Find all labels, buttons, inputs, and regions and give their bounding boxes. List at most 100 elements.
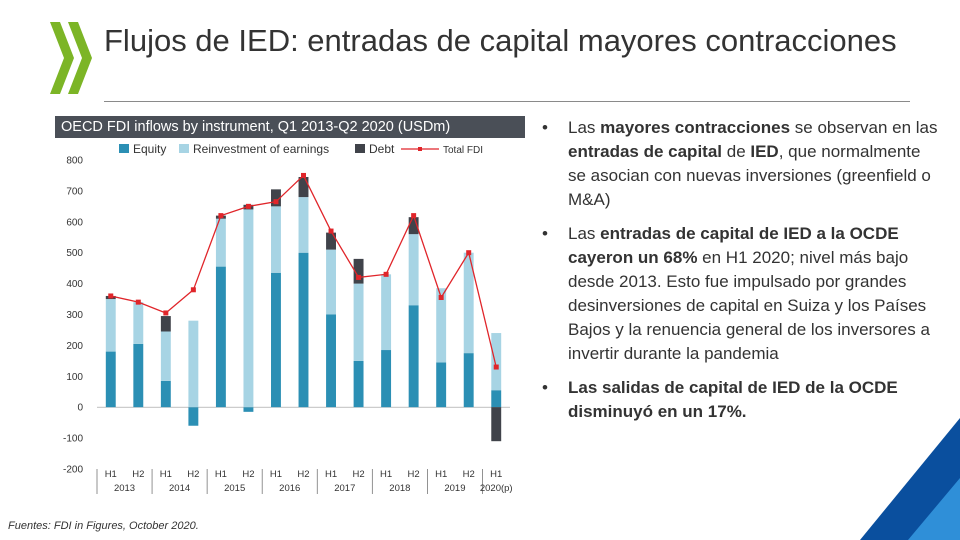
bar-reinvestment-of-earnings-15 bbox=[491, 333, 502, 391]
y-tick-label-7: 500 bbox=[66, 248, 83, 259]
bar-equity-5 bbox=[215, 266, 226, 408]
source-note: Fuentes: FDI in Figures, October 2020. bbox=[8, 520, 199, 532]
total-fdi-point-9 bbox=[328, 228, 334, 234]
bar-equity-15 bbox=[491, 390, 502, 408]
bar-reinvestment-of-earnings-11 bbox=[381, 274, 392, 351]
y-tick-label-9: 700 bbox=[66, 186, 83, 197]
x-tick-label-14: H2 bbox=[463, 469, 475, 480]
y-tick-label-6: 400 bbox=[66, 279, 83, 290]
x-year-label-5: 2017 bbox=[334, 483, 355, 494]
bar-equity-13 bbox=[436, 362, 447, 408]
bar-equity-10 bbox=[353, 360, 364, 408]
x-tick-label-4: H2 bbox=[187, 469, 199, 480]
y-tick-label-0: -200 bbox=[63, 465, 83, 476]
total-fdi-point-8 bbox=[301, 172, 306, 178]
legend-swatch-3 bbox=[355, 144, 365, 153]
legend-label-3: Debt bbox=[369, 142, 395, 156]
bar-equity-4 bbox=[188, 407, 199, 426]
bar-debt-7 bbox=[271, 189, 281, 207]
y-tick-label-5: 300 bbox=[66, 310, 83, 321]
bar-debt-3 bbox=[160, 316, 171, 332]
y-tick-label-3: 100 bbox=[66, 372, 83, 383]
legend-swatch-2 bbox=[179, 144, 189, 153]
total-fdi-point-5 bbox=[218, 213, 224, 219]
x-tick-label-6: H2 bbox=[242, 469, 254, 480]
y-tick-label-10: 800 bbox=[66, 156, 83, 167]
x-year-label-4: 2016 bbox=[279, 483, 300, 494]
x-tick-label-1: H1 bbox=[105, 469, 117, 480]
x-tick-label-13: H1 bbox=[435, 469, 447, 480]
bar-equity-1 bbox=[105, 351, 116, 408]
bar-reinvestment-of-earnings-4 bbox=[188, 320, 199, 408]
bar-debt-15 bbox=[491, 407, 502, 442]
x-tick-label-15: H1 bbox=[490, 469, 502, 480]
bar-equity-7 bbox=[271, 272, 281, 408]
bar-equity-9 bbox=[326, 314, 336, 408]
bar-reinvestment-of-earnings-2 bbox=[133, 302, 144, 344]
bar-reinvestment-of-earnings-9 bbox=[326, 249, 336, 315]
x-tick-label-2: H2 bbox=[132, 469, 144, 480]
bar-reinvestment-of-earnings-14 bbox=[463, 252, 474, 354]
bar-equity-2 bbox=[133, 343, 144, 408]
bullet-list: Las mayores contracciones se observan en… bbox=[540, 116, 940, 434]
bar-debt-12 bbox=[408, 217, 419, 235]
x-tick-label-8: H2 bbox=[297, 469, 309, 480]
legend-swatch-1 bbox=[119, 144, 129, 153]
total-fdi-point-7 bbox=[273, 199, 279, 205]
x-tick-label-5: H1 bbox=[215, 469, 227, 480]
x-tick-label-12: H2 bbox=[408, 469, 420, 480]
bar-reinvestment-of-earnings-5 bbox=[215, 218, 226, 267]
total-fdi-point-14 bbox=[466, 250, 472, 256]
legend-marker-total bbox=[418, 147, 422, 151]
bar-reinvestment-of-earnings-1 bbox=[105, 299, 116, 352]
page-title: Flujos de IED: entradas de capital mayor… bbox=[104, 23, 897, 58]
x-tick-label-9: H1 bbox=[325, 469, 337, 480]
bar-equity-14 bbox=[463, 353, 474, 408]
y-tick-label-1: -100 bbox=[63, 434, 83, 445]
legend-label-2: Reinvestment of earnings bbox=[193, 142, 329, 156]
x-tick-label-3: H1 bbox=[160, 469, 172, 480]
bar-equity-11 bbox=[381, 350, 392, 408]
y-tick-label-8: 600 bbox=[66, 217, 83, 228]
bullet-point-3: Las salidas de capital de IED de la OCDE… bbox=[540, 376, 940, 424]
total-fdi-point-12 bbox=[411, 213, 417, 219]
x-tick-label-7: H1 bbox=[270, 469, 282, 480]
bar-equity-3 bbox=[160, 380, 171, 408]
total-fdi-point-1 bbox=[108, 293, 114, 299]
x-year-label-8: 2020(p) bbox=[480, 483, 513, 494]
total-fdi-point-15 bbox=[493, 364, 499, 370]
corner-triangle-decoration bbox=[860, 418, 960, 540]
total-fdi-point-4 bbox=[190, 287, 196, 293]
x-tick-label-10: H2 bbox=[352, 469, 364, 480]
bar-equity-12 bbox=[408, 305, 419, 408]
legend-label-1: Equity bbox=[133, 142, 166, 156]
title-divider bbox=[104, 101, 910, 102]
total-fdi-point-10 bbox=[356, 274, 362, 280]
bullet-point-2: Las entradas de capital de IED a la OCDE… bbox=[540, 222, 940, 366]
x-tick-label-11: H1 bbox=[380, 469, 392, 480]
x-year-label-2: 2014 bbox=[169, 483, 190, 494]
total-fdi-point-3 bbox=[163, 310, 169, 316]
legend-label-total: Total FDI bbox=[443, 145, 483, 156]
total-fdi-point-11 bbox=[383, 271, 389, 277]
bar-equity-6 bbox=[243, 407, 254, 412]
chart-header: OECD FDI inflows by instrument, Q1 2013-… bbox=[55, 116, 525, 138]
bar-reinvestment-of-earnings-8 bbox=[298, 197, 309, 253]
bar-reinvestment-of-earnings-3 bbox=[160, 331, 171, 381]
bar-debt-10 bbox=[353, 258, 364, 284]
bar-reinvestment-of-earnings-7 bbox=[271, 206, 281, 273]
fdi-inflows-chart: Equity Reinvestment of earnings Debt Total … bbox=[63, 142, 513, 494]
x-year-label-6: 2018 bbox=[389, 483, 410, 494]
bar-debt-8 bbox=[298, 176, 309, 198]
bar-reinvestment-of-earnings-10 bbox=[353, 283, 364, 361]
total-fdi-point-2 bbox=[135, 299, 141, 305]
bar-reinvestment-of-earnings-12 bbox=[408, 234, 419, 306]
y-tick-label-2: 0 bbox=[77, 403, 83, 414]
bar-reinvestment-of-earnings-6 bbox=[243, 209, 254, 408]
bar-equity-8 bbox=[298, 252, 309, 408]
bar-reinvestment-of-earnings-13 bbox=[436, 288, 447, 363]
bar-debt-9 bbox=[326, 232, 336, 250]
total-fdi-point-13 bbox=[438, 295, 444, 301]
total-fdi-point-6 bbox=[245, 203, 251, 209]
x-year-label-1: 2013 bbox=[114, 483, 135, 494]
